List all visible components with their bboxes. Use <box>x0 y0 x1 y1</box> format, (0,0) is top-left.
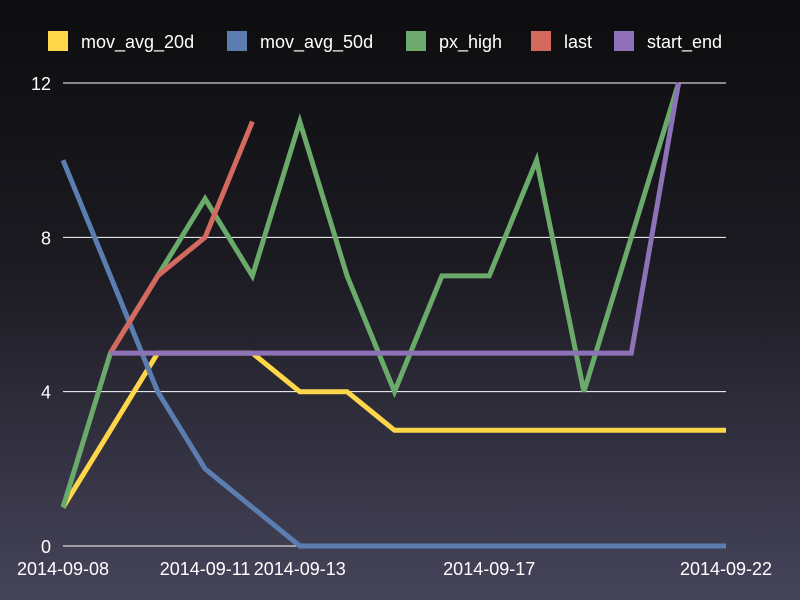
legend-label-px_high: px_high <box>439 32 502 53</box>
x-tick-label: 2014-09-13 <box>254 559 346 579</box>
y-tick-label: 12 <box>31 74 51 94</box>
series-line-start_end <box>110 82 682 356</box>
y-tick-label: 8 <box>41 228 51 248</box>
x-tick-label: 2014-09-11 <box>160 559 251 579</box>
legend-swatch-px_high <box>406 31 426 51</box>
legend-label-last: last <box>564 32 592 52</box>
legend-label-start_end: start_end <box>647 32 722 53</box>
legend-swatch-last <box>531 31 551 51</box>
series-lines <box>60 82 726 549</box>
series-line-px_high <box>60 82 681 509</box>
legend-swatch-mov_avg_50d <box>227 31 247 51</box>
x-tick-label: 2014-09-17 <box>443 559 535 579</box>
legend: mov_avg_20d mov_avg_50d px_high last start_e… <box>48 31 722 53</box>
legend-swatch-start_end <box>614 31 634 51</box>
y-tick-label: 4 <box>41 383 51 403</box>
gridlines <box>63 82 726 547</box>
x-axis-ticks: 2014-09-08 2014-09-11 2014-09-13 2014-09-17… <box>17 559 772 579</box>
series-line-mov_avg_20d <box>60 350 726 509</box>
x-tick-label: 2014-09-22 <box>680 559 772 579</box>
series-line-last <box>108 120 255 355</box>
y-tick-label: 0 <box>41 537 51 557</box>
legend-label-mov_avg_50d: mov_avg_50d <box>260 32 373 53</box>
series-line-mov_avg_50d <box>60 159 726 549</box>
legend-swatch-mov_avg_20d <box>48 31 68 51</box>
y-axis-ticks: 0 4 8 12 <box>31 74 51 557</box>
legend-label-mov_avg_20d: mov_avg_20d <box>81 32 194 53</box>
x-tick-label: 2014-09-08 <box>17 559 109 579</box>
